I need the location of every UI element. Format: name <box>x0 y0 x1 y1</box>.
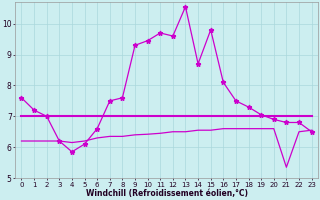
X-axis label: Windchill (Refroidissement éolien,°C): Windchill (Refroidissement éolien,°C) <box>85 189 248 198</box>
